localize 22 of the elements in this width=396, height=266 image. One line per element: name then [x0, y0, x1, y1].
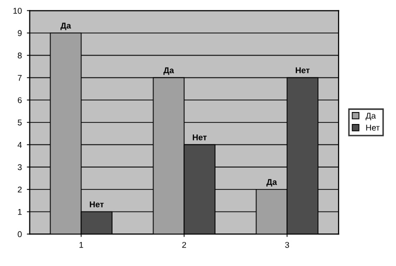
data-label: Да: [60, 22, 72, 30]
data-label: Да: [266, 179, 277, 187]
y-tick-label: 2: [18, 186, 22, 192]
y-tick-label: 8: [18, 52, 22, 58]
y-tick-label: 5: [18, 120, 22, 126]
x-tick-label: 2: [182, 242, 186, 248]
y-tick-label: 3: [18, 164, 22, 170]
x-tick-label: 1: [80, 242, 84, 248]
x-tick-label: 3: [285, 242, 290, 248]
y-tick-label: 6: [18, 97, 22, 104]
y-tick-label: 1: [18, 209, 22, 215]
y-tick-label: 10: [13, 8, 22, 14]
legend-label: Да: [366, 112, 376, 120]
data-label: Нет: [296, 67, 310, 74]
legend-label: Нет: [366, 124, 380, 131]
data-label: Нет: [192, 134, 207, 140]
data-label: Нет: [90, 201, 104, 208]
y-tick-label: 9: [18, 30, 22, 36]
y-tick-label: 4: [18, 142, 22, 148]
data-label: Да: [163, 67, 174, 75]
y-tick-label: 7: [18, 74, 22, 81]
y-tick-label: 0: [18, 231, 22, 238]
